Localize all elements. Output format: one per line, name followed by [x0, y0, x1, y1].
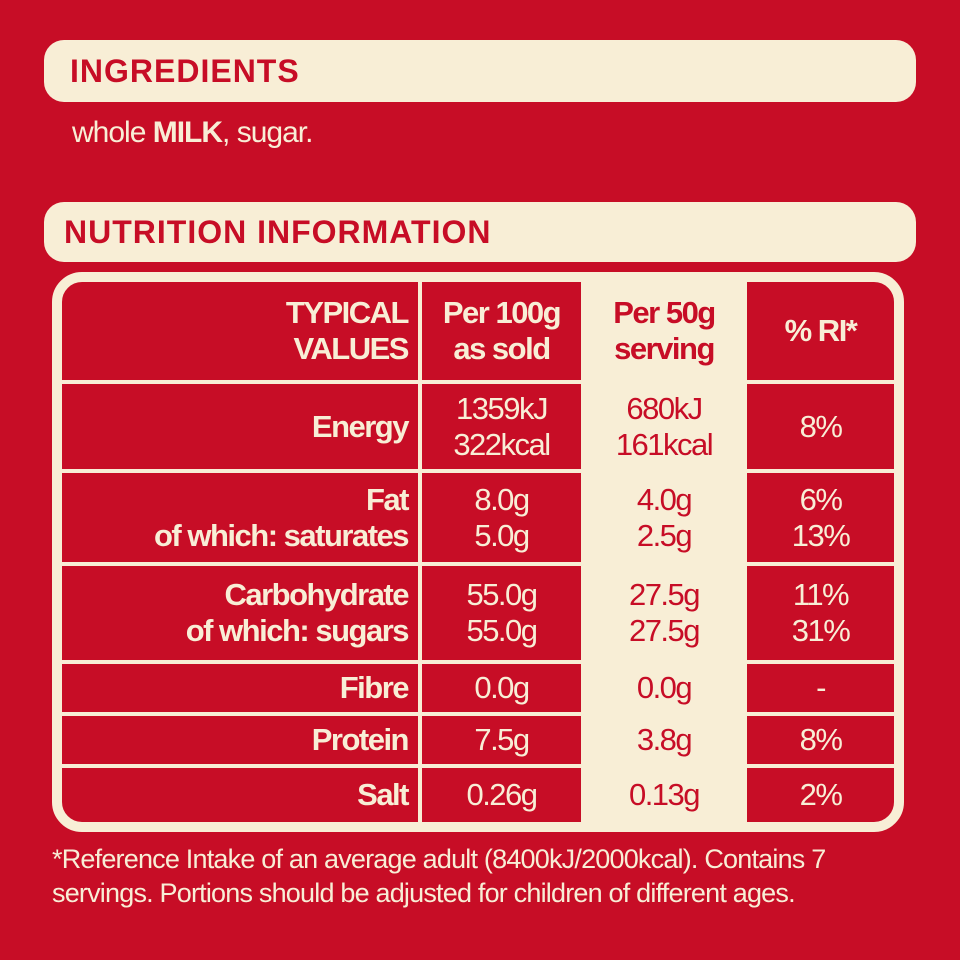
cell-line: - [816, 670, 826, 705]
ingredients-title: INGREDIENTS [70, 52, 300, 89]
cell: 680kJ 161kcal [581, 380, 747, 473]
cell-line: 3.8g [636, 722, 693, 757]
cell: 6% 13% [743, 469, 894, 566]
cell-line: TYPICAL [285, 295, 410, 330]
cell-line: 0.13g [628, 777, 701, 812]
cell: 8% [743, 380, 894, 473]
cell-line: Per 50g [613, 295, 716, 330]
cell-line: Salt [357, 777, 409, 812]
footnote: *Reference Intake of an average adult (8… [52, 844, 826, 908]
cell: 55.0g 55.0g [418, 562, 585, 664]
nutrient-row: Fibre 0.0g 0.0g - [62, 660, 894, 716]
row-label: Fibre [62, 660, 422, 716]
ingredient: , sugar. [222, 116, 313, 149]
cell-line: 0.0g [474, 670, 530, 705]
cell: 4.0g 2.5g [581, 469, 747, 566]
cell: 0.13g [581, 764, 747, 822]
nutrient-row: Carbohydrate of which: sugars 55.0g 55.0g 27… [62, 562, 894, 664]
ingredient: whole [72, 116, 153, 149]
cell: 27.5g 27.5g [581, 562, 747, 664]
cell: 0.26g [418, 764, 585, 822]
cell-line: Fibre [339, 670, 410, 705]
row-label: Carbohydrate of which: sugars [62, 562, 422, 664]
row-label: TYPICAL VALUES [62, 282, 422, 384]
nutrient-row: Energy 1359kJ 322kcal 680kJ 161kcal 8% [62, 380, 894, 473]
cell: - [743, 660, 894, 716]
cell: 1359kJ 322kcal [418, 380, 585, 473]
cell: 0.0g [581, 660, 747, 716]
cell: 2% [743, 764, 894, 822]
cell: 7.5g [418, 712, 585, 768]
cell-line: Per 100g [442, 295, 562, 330]
cell-line: Protein [311, 722, 410, 757]
cell-line: 31% [791, 613, 851, 648]
cell-line: serving [614, 331, 715, 366]
ingredients-banner: INGREDIENTS [44, 40, 916, 102]
cell-line: of which: saturates [154, 517, 410, 553]
nutrition-table: TYPICAL VALUES Per 100g as sold Per 50g servi… [62, 282, 894, 822]
cell-line: 7.5g [474, 722, 530, 757]
cell-line: as sold [453, 331, 551, 366]
cell-line: VALUES [293, 331, 410, 366]
cell-line: 27.5g [628, 577, 701, 612]
cell-line: 1359kJ [456, 390, 548, 426]
row-label: Fat of which: saturates [62, 469, 422, 566]
header-row: TYPICAL VALUES Per 100g as sold Per 50g servi… [62, 282, 894, 384]
allergen: MILK [152, 116, 223, 149]
cell: 8% [743, 712, 894, 768]
nutrient-row: Fat of which: saturates 8.0g 5.0g 4.0g 2.5g 6%… [62, 469, 894, 566]
cell-line: % RI* [784, 313, 858, 348]
cell-line: 8% [799, 408, 843, 444]
nutrition-title: NUTRITION INFORMATION [64, 213, 492, 250]
cell-line: 5.0g [474, 517, 530, 553]
cell-line: 55.0g [466, 577, 538, 612]
nutrition-banner: NUTRITION INFORMATION [44, 202, 916, 262]
cell: % RI* [743, 282, 894, 384]
cell: 8.0g 5.0g [418, 469, 585, 566]
cell-line: 4.0g [636, 481, 693, 517]
cell: Per 100g as sold [418, 282, 585, 384]
cell-line: Energy [311, 408, 410, 444]
nutrient-row: Protein 7.5g 3.8g 8% [62, 712, 894, 768]
ingredients-text: whole MILK, sugar. [72, 116, 313, 150]
cell: Per 50g serving [581, 282, 747, 384]
cell-line: 8% [799, 722, 843, 757]
cell-line: 55.0g [466, 613, 538, 648]
cell-line: 322kcal [453, 426, 551, 462]
cell-line: 13% [791, 517, 851, 553]
row-label: Energy [62, 380, 422, 473]
cell-line: of which: sugars [185, 613, 410, 648]
cell-line: 0.26g [466, 777, 538, 812]
cell-line: Fat [366, 481, 410, 517]
cell: 11% 31% [743, 562, 894, 664]
nutrition-table-frame: TYPICAL VALUES Per 100g as sold Per 50g servi… [52, 272, 904, 832]
row-label: Salt [62, 764, 422, 822]
cell: 3.8g [581, 712, 747, 768]
cell-line: 6% [799, 481, 843, 517]
cell-line: 11% [792, 577, 850, 612]
cell-line: 161kcal [615, 426, 714, 462]
cell-line: 680kJ [626, 390, 703, 426]
cell-line: 0.0g [636, 670, 693, 705]
nutrient-row: Salt 0.26g 0.13g 2% [62, 764, 894, 822]
cell-line: 2.5g [636, 517, 693, 553]
cell-line: 2% [799, 777, 843, 812]
cell: 0.0g [418, 660, 585, 716]
cell-line: 27.5g [628, 613, 701, 648]
cell-line: Carbohydrate [224, 577, 409, 612]
cell-line: 8.0g [474, 481, 530, 517]
row-label: Protein [62, 712, 422, 768]
